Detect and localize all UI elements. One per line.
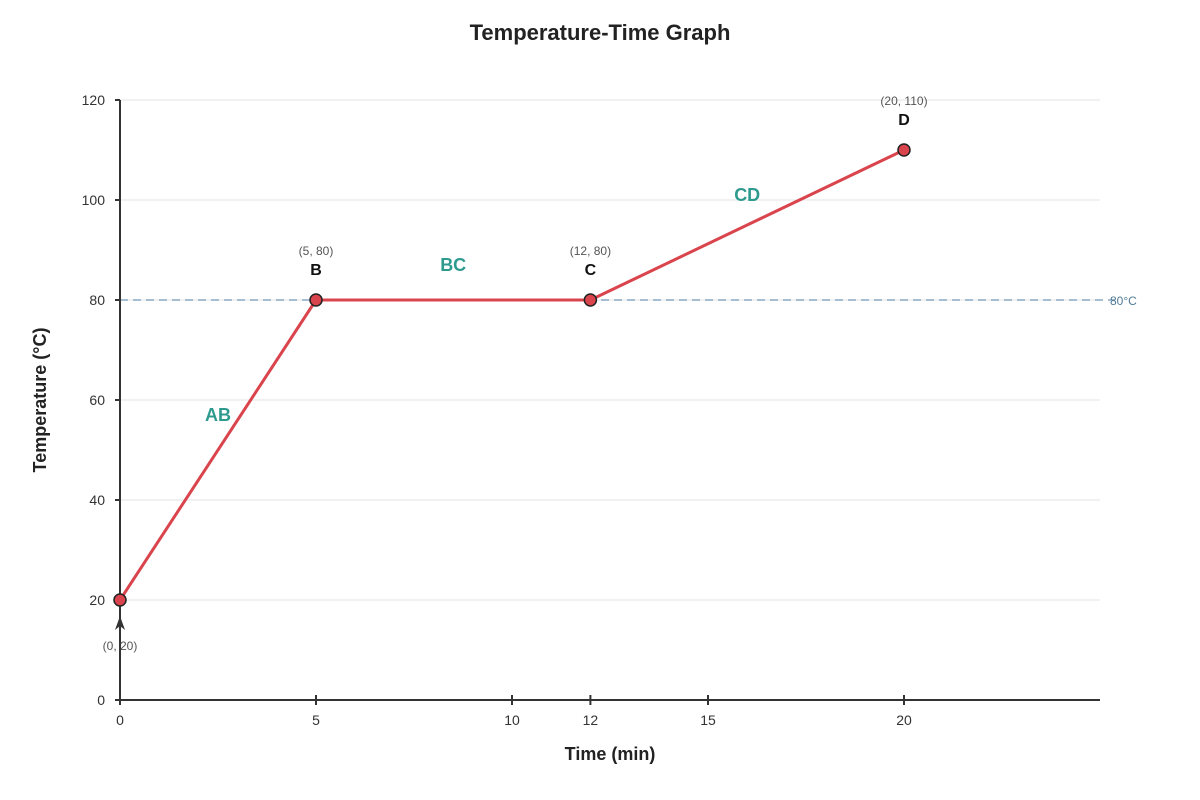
y-tick-label: 20 bbox=[89, 592, 105, 608]
y-axis-title: Temperature (°C) bbox=[30, 328, 50, 473]
series-layer bbox=[113, 143, 911, 630]
point-name-label: D bbox=[898, 112, 910, 129]
y-tick-label: 100 bbox=[82, 192, 106, 208]
point-coordinate-label: (5, 80) bbox=[299, 244, 334, 258]
start-arrow-icon bbox=[115, 616, 125, 630]
series-line bbox=[118, 148, 905, 601]
y-tick-label: 80 bbox=[89, 292, 105, 308]
x-tick-label: 20 bbox=[896, 712, 912, 728]
x-tick-label: 0 bbox=[116, 712, 124, 728]
point-name-label: B bbox=[310, 262, 322, 279]
reference-line-group: 80°C bbox=[120, 294, 1137, 308]
annotation-layer: (0, 20) (5, 80) B (12, 80) C (20, 110) D AB BC CD bbox=[103, 94, 928, 653]
x-tick-label: 5 bbox=[312, 712, 320, 728]
x-tick-label: 10 bbox=[504, 712, 520, 728]
reference-line-label: 80°C bbox=[1110, 294, 1137, 308]
segment-label: CD bbox=[734, 185, 760, 205]
data-point bbox=[583, 293, 598, 307]
data-point bbox=[309, 293, 323, 307]
y-tick-label: 0 bbox=[97, 692, 105, 708]
chart-title: Temperature-Time Graph bbox=[470, 20, 731, 45]
axes: 0 20 40 60 80 100 120 0 5 10 12 15 20 bbox=[82, 92, 1100, 728]
x-tick-label: 12 bbox=[583, 712, 599, 728]
y-tick-label: 40 bbox=[89, 492, 105, 508]
x-axis-title: Time (min) bbox=[565, 744, 656, 764]
segment-label: BC bbox=[440, 255, 466, 275]
y-tick-label: 120 bbox=[82, 92, 106, 108]
point-coordinate-label: (12, 80) bbox=[570, 244, 611, 258]
x-tick-label: 15 bbox=[700, 712, 716, 728]
y-tick-label: 60 bbox=[89, 392, 105, 408]
grid-lines bbox=[120, 99, 1100, 601]
data-point bbox=[897, 143, 911, 157]
segment-label: AB bbox=[205, 405, 231, 425]
point-coordinate-label: (20, 110) bbox=[880, 94, 927, 108]
point-name-label: C bbox=[585, 262, 597, 279]
point-coordinate-label: (0, 20) bbox=[103, 639, 138, 653]
data-point bbox=[113, 593, 127, 607]
